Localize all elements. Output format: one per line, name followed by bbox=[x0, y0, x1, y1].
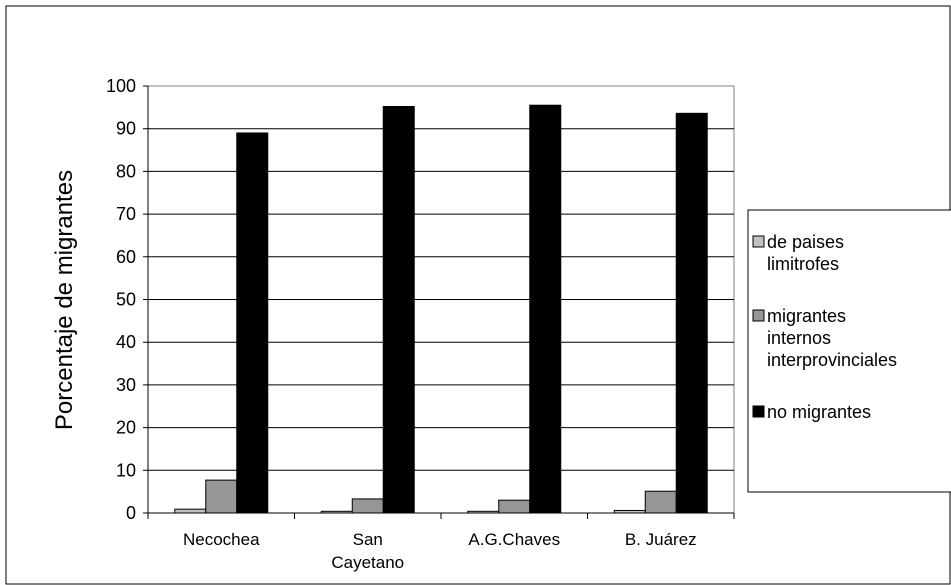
y-tick-label: 40 bbox=[116, 332, 136, 352]
legend-swatch bbox=[752, 309, 765, 322]
x-category-labels: Necochea San Cayetano A.G.Chaves B. Juárez bbox=[183, 530, 697, 572]
x-category-label: San bbox=[353, 530, 383, 549]
bars bbox=[174, 104, 708, 514]
x-category-label: Necochea bbox=[183, 530, 260, 549]
x-category-label: A.G.Chaves bbox=[468, 530, 560, 549]
x-category-label: Cayetano bbox=[331, 553, 404, 572]
legend-swatch bbox=[752, 405, 765, 418]
y-tick-label: 50 bbox=[116, 290, 136, 310]
legend-swatch bbox=[752, 235, 765, 248]
bar bbox=[382, 105, 415, 514]
bar bbox=[675, 112, 708, 514]
y-tick-label: 90 bbox=[116, 119, 136, 139]
legend-label: interprovinciales bbox=[767, 350, 897, 370]
legend-label: limitrofes bbox=[767, 254, 839, 274]
bar bbox=[644, 490, 677, 514]
x-category-label: B. Juárez bbox=[625, 530, 697, 549]
y-tick-labels: 0 10 20 30 40 50 60 70 80 90 100 bbox=[106, 76, 136, 523]
y-axis-label: Porcentaje de migrantes bbox=[51, 170, 78, 430]
legend-label: internos bbox=[767, 328, 831, 348]
y-tick-label: 30 bbox=[116, 375, 136, 395]
bar bbox=[351, 498, 384, 514]
bar bbox=[498, 499, 531, 514]
y-tick-label: 100 bbox=[106, 76, 136, 96]
bar bbox=[236, 132, 269, 514]
y-tick-label: 10 bbox=[116, 460, 136, 480]
y-tick-label: 20 bbox=[116, 418, 136, 438]
legend-label: no migrantes bbox=[767, 402, 871, 422]
y-tick-label: 70 bbox=[116, 204, 136, 224]
bar bbox=[205, 479, 238, 514]
bar bbox=[529, 104, 562, 514]
y-tick-label: 80 bbox=[116, 161, 136, 181]
legend-box bbox=[747, 209, 951, 493]
bar bbox=[174, 508, 207, 514]
axes bbox=[143, 85, 735, 519]
y-tick-label: 60 bbox=[116, 247, 136, 267]
legend-label: de paises bbox=[767, 232, 844, 252]
legend-label: migrantes bbox=[767, 306, 846, 326]
y-tick-label: 0 bbox=[126, 503, 136, 523]
